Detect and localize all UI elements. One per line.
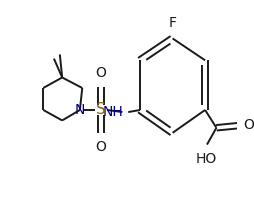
Text: F: F [169, 16, 177, 30]
Text: NH: NH [103, 105, 123, 119]
Text: O: O [96, 66, 107, 80]
Text: N: N [75, 103, 85, 117]
Text: O: O [96, 140, 107, 154]
Text: HO: HO [195, 152, 216, 166]
Text: S: S [96, 103, 106, 118]
Text: O: O [244, 118, 254, 132]
